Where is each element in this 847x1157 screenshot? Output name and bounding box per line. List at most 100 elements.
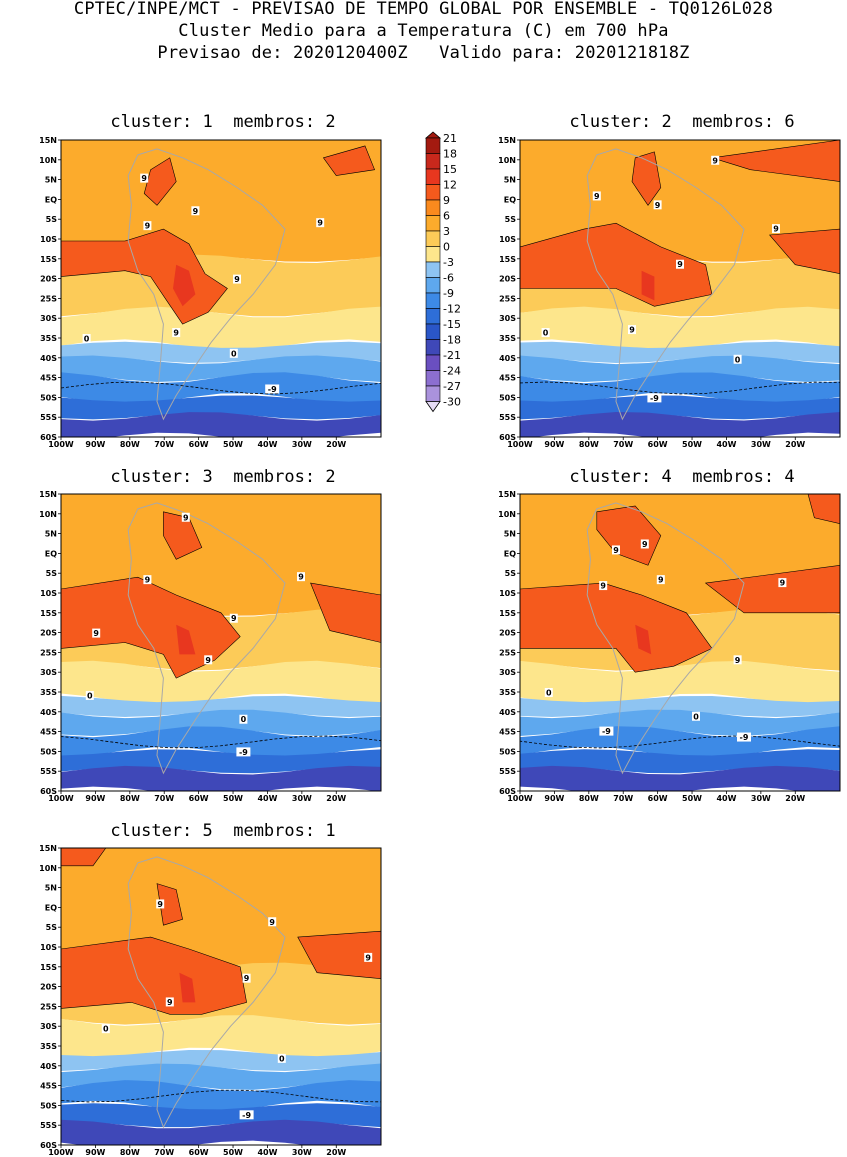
lat-label: 60S: [499, 433, 516, 442]
temperature-band-7: [61, 412, 381, 437]
lat-label: 25S: [499, 648, 516, 657]
lon-label: 70W: [154, 1148, 174, 1157]
map-frame: [60, 847, 382, 1146]
contour-label: 9: [145, 222, 151, 231]
warm-region-0: [520, 582, 713, 673]
colorbar-label: 0: [443, 241, 450, 254]
contour-label-box: [204, 655, 213, 665]
lon-label: 30W: [292, 1148, 312, 1157]
contour-label: 9: [712, 156, 718, 165]
contour-label: 9: [773, 225, 779, 234]
contour-label: 0: [735, 355, 741, 364]
contour-label: 0: [279, 1054, 285, 1063]
colorbar-label: 18: [443, 148, 457, 161]
temperature-band-2: [61, 306, 381, 351]
minus9-contour: [520, 381, 840, 395]
contour-label: 9: [594, 192, 600, 201]
colorbar-swatch: [425, 339, 441, 356]
colorbar-swatch: [425, 153, 441, 170]
temperature-field: [61, 140, 381, 437]
temperature-band-4: [61, 1063, 381, 1090]
warm-region-3: [768, 228, 840, 275]
lat-label: 60S: [40, 433, 57, 442]
colorbar-label: 21: [443, 132, 457, 145]
lat-label: 15N: [39, 490, 57, 499]
lat-label: 10S: [40, 235, 57, 244]
warm-region-0: [61, 576, 241, 679]
lon-label: 100W: [48, 794, 74, 803]
contour-label: 0: [546, 688, 552, 697]
lat-label: 55S: [40, 767, 57, 776]
contour-label-box: [733, 655, 742, 665]
hot-spot: [176, 624, 196, 655]
contour-label-box: [101, 1024, 110, 1034]
colorbar-swatch: [425, 199, 441, 216]
lat-label: 10N: [498, 510, 516, 519]
header-line-3: Previsao de: 2020120400Z Valido para: 20…: [157, 43, 690, 63]
contour-label-box: [140, 173, 149, 183]
lat-label: 60S: [499, 787, 516, 796]
lon-label: 20W: [326, 440, 346, 449]
warm-region-1: [156, 883, 183, 926]
temperature-band-2: [61, 660, 381, 705]
lon-label: 40W: [716, 794, 736, 803]
temperature-band-3: [520, 695, 840, 717]
contour-label-box: [592, 191, 601, 201]
map-frame: [60, 493, 382, 792]
contour-label: 9: [658, 576, 664, 585]
panel-title-cluster-3: cluster: 3 membros: 2: [110, 467, 336, 487]
lat-label: 20S: [40, 983, 57, 992]
temperature-field: [520, 494, 840, 791]
lat-label: 10N: [39, 510, 57, 519]
continent-outline: [127, 502, 286, 775]
contour-label: 0: [87, 691, 93, 700]
colorbar-swatch: [425, 354, 441, 371]
lon-label: 40W: [257, 794, 277, 803]
minus9-contour: [61, 381, 381, 395]
lat-label: 50S: [499, 747, 516, 756]
continent-outline: [127, 856, 286, 1129]
contour-label-box: [172, 328, 181, 338]
contour-label-box: [143, 221, 152, 231]
lon-label: 30W: [292, 440, 312, 449]
lon-label: 70W: [613, 794, 633, 803]
colorbar-label: -27: [443, 380, 461, 393]
colorbar-swatch: [425, 230, 441, 247]
warm-region-2: [310, 582, 381, 643]
temperature-band-7: [61, 1119, 381, 1145]
warm-region-1: [631, 151, 662, 206]
lat-label: 55S: [40, 413, 57, 422]
lon-label: 40W: [257, 1148, 277, 1157]
lon-label: 20W: [785, 794, 805, 803]
contour-label-box: [737, 732, 751, 742]
colorbar-swatch: [425, 292, 441, 309]
warm-region-0: [61, 936, 247, 1015]
temperature-band-2: [520, 306, 840, 351]
lat-label: 50S: [40, 1101, 57, 1110]
lat-label: 30S: [40, 1022, 57, 1031]
lat-label: 40S: [40, 1062, 57, 1071]
lon-label: 20W: [785, 440, 805, 449]
contour-label-box: [733, 354, 742, 364]
contour-label-box: [239, 1110, 254, 1120]
lat-label: 5S: [505, 215, 517, 224]
temperature-band-7: [520, 765, 840, 791]
lat-label: 35S: [40, 334, 57, 343]
lat-label: 10N: [39, 864, 57, 873]
contour-label-box: [236, 747, 251, 757]
temperature-band-4: [520, 355, 840, 382]
lon-label: 90W: [85, 1148, 105, 1157]
lon-label: 100W: [507, 794, 533, 803]
contour-label: 9: [655, 201, 661, 210]
contour-label: 0: [693, 712, 699, 721]
contour-label-box: [229, 348, 238, 358]
lat-label: 55S: [40, 1121, 57, 1130]
contour-label-box: [640, 539, 649, 549]
contour-label: 9: [365, 953, 371, 962]
map-frame: [60, 139, 382, 438]
panel-title-cluster-4: cluster: 4 membros: 4: [569, 467, 795, 487]
lon-label: 60W: [189, 1148, 209, 1157]
colorbar-bottom-arrow: [425, 401, 441, 413]
lat-label: 20S: [40, 275, 57, 284]
colorbar-top-arrow: [424, 131, 442, 139]
